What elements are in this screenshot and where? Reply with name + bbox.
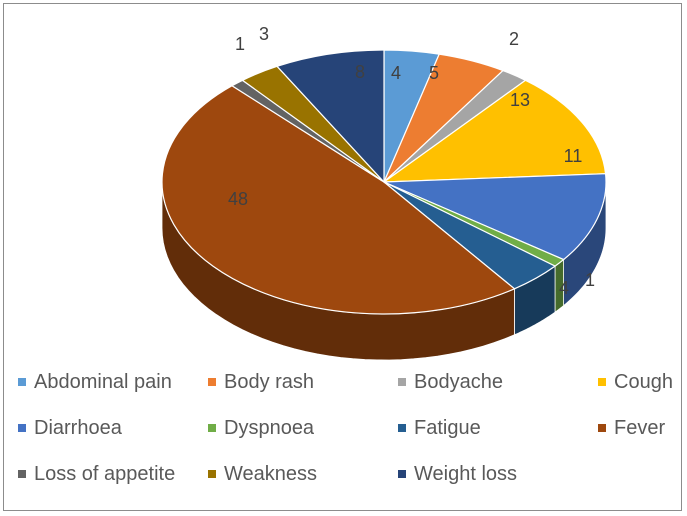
data-label-body-rash: 5: [429, 63, 439, 83]
legend-swatch: [208, 424, 216, 432]
legend-swatch: [208, 378, 216, 386]
legend-label: Diarrhoea: [34, 416, 122, 439]
data-label-weight-loss: 8: [355, 62, 365, 82]
legend-label: Weight loss: [414, 462, 518, 485]
legend-label: Body rash: [224, 370, 315, 393]
legend-item-weakness: Weakness: [208, 462, 398, 486]
legend-swatch: [598, 378, 606, 386]
data-label-cough: 13: [510, 90, 530, 110]
legend-swatch: [398, 424, 406, 432]
legend-label: Weakness: [224, 462, 318, 485]
legend-item-loss-of-appetite: Loss of appetite: [18, 462, 208, 486]
legend-item-dyspnoea: Dyspnoea: [208, 416, 398, 440]
data-label-bodyache: 2: [509, 29, 519, 49]
legend-swatch: [208, 470, 216, 478]
pie-slice-weight-loss: [275, 49, 385, 184]
data-label-dyspnoea: 1: [585, 270, 595, 290]
legend: Abdominal pain Body rash Bodyache Cough Diar…: [18, 370, 678, 486]
legend-swatch: [18, 470, 26, 478]
legend-label: Cough: [614, 370, 673, 393]
data-label-fever: 48: [228, 189, 248, 209]
legend-item-fatigue: Fatigue: [398, 416, 598, 440]
legend-item-diarrhoea: Diarrhoea: [18, 416, 208, 440]
data-label-diarrhoea: 11: [564, 146, 583, 166]
data-label-fatigue: 4: [559, 278, 569, 298]
data-label-weakness: 3: [259, 24, 269, 44]
legend-label: Loss of appetite: [34, 462, 176, 485]
legend-label: Dyspnoea: [224, 416, 315, 439]
legend-swatch: [398, 470, 406, 478]
legend-swatch: [398, 378, 406, 386]
legend-label: Bodyache: [414, 370, 503, 393]
legend-item-body-rash: Body rash: [208, 370, 398, 394]
pie-slice-cough: [382, 79, 607, 183]
legend-item-weight-loss: Weight loss: [398, 462, 598, 486]
legend-swatch: [598, 424, 606, 432]
pie-top-faces: [161, 49, 607, 315]
legend-label: Fatigue: [414, 416, 481, 439]
legend-item-cough: Cough: [598, 370, 678, 394]
legend-item-fever: Fever: [598, 416, 678, 440]
legend-item-abdominal-pain: Abdominal pain: [18, 370, 208, 394]
pie-slice-fever: [161, 85, 516, 315]
pie-slice-diarrhoea: [383, 173, 607, 261]
legend-label: Abdominal pain: [34, 370, 172, 393]
data-label-abdominal-pain: 4: [391, 63, 401, 83]
legend-item-bodyache: Bodyache: [398, 370, 598, 394]
legend-swatch: [18, 378, 26, 386]
data-label-loss-of-appetite: 1: [235, 34, 245, 54]
legend-label: Fever: [614, 416, 666, 439]
legend-swatch: [18, 424, 26, 432]
